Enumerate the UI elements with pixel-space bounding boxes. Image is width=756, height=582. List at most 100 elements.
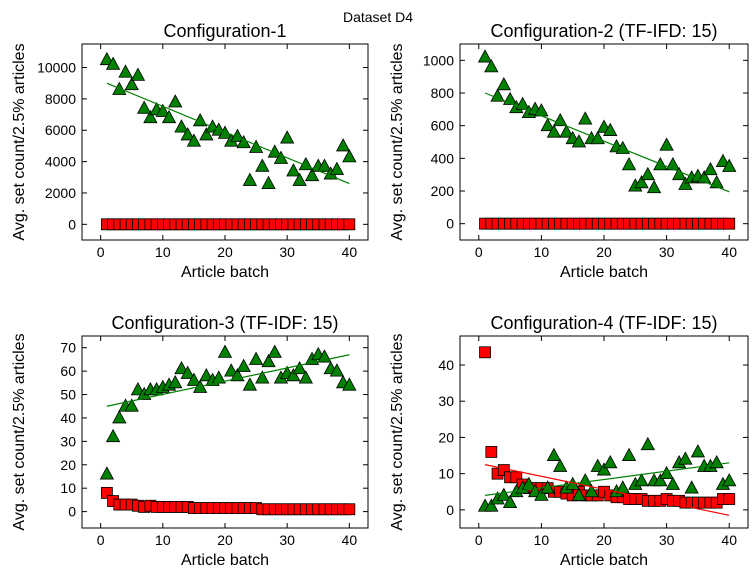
chart-1-ylabel: Avg. set count/2.5% articles <box>11 43 28 240</box>
chart-2-trend-line <box>484 92 730 193</box>
chart-3-triangle-point <box>242 377 258 391</box>
chart-2-triangle-point <box>621 157 637 171</box>
chart-1-triangle-point <box>342 149 357 163</box>
chart-1-triangle-point <box>286 163 301 177</box>
chart-3-triangle-point <box>255 370 270 384</box>
chart-2-triangle-point <box>634 174 649 189</box>
chart-4-triangle-point <box>571 487 587 501</box>
chart-4-triangle-point <box>659 465 674 480</box>
chart-3-trend-line <box>106 354 350 407</box>
chart-3-triangle-point <box>224 363 239 377</box>
chart-3-plot-area <box>99 344 357 516</box>
chart-2-xtick-label: 20 <box>596 244 612 260</box>
chart-3-triangle-point <box>342 377 357 391</box>
chart-1-triangle-point <box>105 56 121 70</box>
chart-4-triangle-point <box>678 451 693 465</box>
chart-3-triangle-point <box>217 344 233 358</box>
chart-3-xlabel: Article batch <box>181 552 269 569</box>
chart-4-triangle-point <box>603 454 618 469</box>
chart-2-ytick-label: 400 <box>431 150 455 166</box>
chart-configuration-4: Configuration-4 (TF-IDF: 15) 0 10 20 30 40 0 10… <box>389 313 749 569</box>
chart-1-ytick-label: 2000 <box>45 185 76 201</box>
chart-1-ytick-label: 0 <box>68 216 76 232</box>
chart-4-triangle-point <box>496 487 511 501</box>
chart-1-trend-line <box>106 82 350 185</box>
chart-3-square-point <box>343 503 356 516</box>
chart-1-xtick-label: 20 <box>217 244 233 260</box>
chart-2-xtick-label: 0 <box>475 244 483 260</box>
chart-1-ytick-label: 4000 <box>45 154 76 170</box>
chart-3-ytick-label: 50 <box>60 387 76 403</box>
chart-2-xtick-label: 40 <box>721 244 737 260</box>
chart-4-square-point <box>723 493 736 505</box>
chart-3-square-point <box>100 486 113 499</box>
chart-1-triangle-point <box>124 76 139 91</box>
chart-4-title: Configuration-4 (TF-IDF: 15) <box>490 313 717 333</box>
chart-3-triangle-point <box>124 398 139 412</box>
chart-2-triangle-point <box>553 112 568 127</box>
chart-2-xlabel: Article batch <box>560 264 648 281</box>
chart-1-triangle-point <box>137 100 152 114</box>
chart-2-triangle-point <box>703 161 718 176</box>
chart-4-triangle-point <box>484 498 499 512</box>
chart-configuration-2: Configuration-2 (TF-IFD: 15)0 10 20 30 40020… <box>389 21 749 281</box>
chart-1-triangle-point <box>143 109 158 124</box>
chart-3-ylabel: Avg. set count/2.5% articles <box>11 333 28 530</box>
chart-4-xtick-label: 40 <box>721 532 737 548</box>
chart-1-plot-area <box>99 51 357 231</box>
chart-2-triangle-point <box>722 158 737 172</box>
chart-4-trend-line <box>484 464 730 516</box>
chart-1-triangle-point <box>335 138 351 152</box>
chart-3-triangle-point <box>180 365 195 379</box>
chart-3-triangle-point <box>99 466 115 480</box>
chart-3-triangle-point <box>211 370 226 384</box>
chart-3-triangle-point <box>286 367 301 382</box>
chart-1-triangle-point <box>118 64 133 78</box>
chart-4-ytick-label: 40 <box>438 357 454 373</box>
chart-4-triangle-point <box>653 473 668 487</box>
chart-3-xtick-label: 30 <box>279 532 295 548</box>
chart-2-ytick-label: 800 <box>431 85 455 101</box>
chart-1-xtick-label: 40 <box>342 244 358 260</box>
chart-1-triangle-point <box>174 119 189 133</box>
chart-1-triangle-point <box>99 51 115 66</box>
chart-1-triangle-point <box>329 161 345 175</box>
chart-3-triangle-point <box>236 358 251 372</box>
chart-3-triangle-point <box>199 367 214 382</box>
chart-3-ytick-label: 30 <box>60 433 76 449</box>
chart-1-triangle-point <box>280 130 295 144</box>
chart-1-ytick-label: 8000 <box>45 91 76 107</box>
chart-2-triangle-point <box>571 134 587 148</box>
chart-4-ytick-label: 30 <box>438 393 454 409</box>
chart-2-ytick-label: 0 <box>446 216 454 232</box>
chart-2-triangle-point <box>659 137 674 151</box>
chart-2-xtick-label: 10 <box>534 244 550 260</box>
figure-suptitle: Dataset D4 <box>343 9 413 25</box>
chart-1-triangle-point <box>168 94 183 108</box>
chart-2-triangle-point <box>496 76 511 91</box>
chart-2-triangle-point <box>540 117 555 132</box>
chart-configuration-3: Configuration-3 (TF-IDF: 15) 0 10 20 30 40 0 10… <box>11 313 369 569</box>
chart-4-xtick-label: 30 <box>659 532 675 548</box>
chart-1-xtick-label: 0 <box>97 244 105 260</box>
chart-3-triangle-point <box>292 360 307 375</box>
chart-3-title: Configuration-3 (TF-IDF: 15) <box>111 313 338 333</box>
chart-1-triangle-point <box>161 109 177 124</box>
chart-configuration-1: Configuration-1 0 10 20 30 40 0 2000 4000 6000 800… <box>11 21 369 281</box>
chart-3-xtick-label: 0 <box>97 532 105 548</box>
chart-1-triangle-point <box>242 172 258 186</box>
chart-3-triangle-point <box>186 372 202 386</box>
chart-4-triangle-point <box>621 447 637 461</box>
chart-3-ytick-label: 0 <box>68 504 76 520</box>
chart-2-triangle-point <box>546 124 562 138</box>
chart-2-plot-area <box>477 49 737 230</box>
chart-4-triangle-point <box>640 436 655 451</box>
chart-1-xtick-label: 30 <box>279 244 295 260</box>
chart-2-axes-frame <box>459 43 749 241</box>
chart-4-triangle-point <box>502 494 518 509</box>
chart-4-plot-area <box>477 346 737 516</box>
chart-3-triangle-point <box>168 374 183 389</box>
chart-2-triangle-point <box>640 166 655 181</box>
chart-4-xtick-label: 10 <box>534 532 550 548</box>
chart-4-ylabel: Avg. set count/2.5% articles <box>389 333 406 530</box>
